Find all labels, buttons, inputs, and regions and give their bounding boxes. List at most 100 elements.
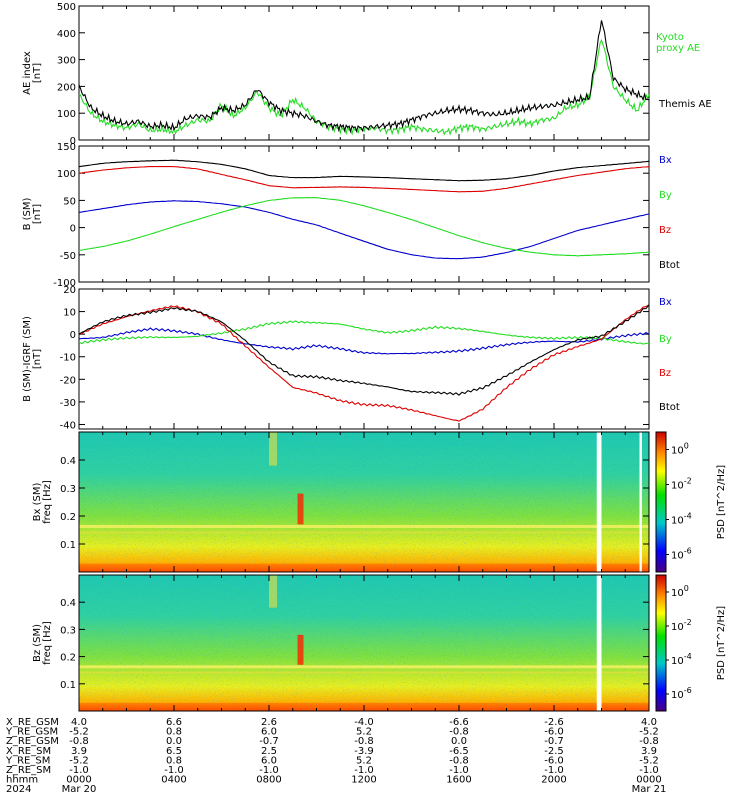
- series-line-bz: [78, 304, 650, 422]
- x-axis-value: -6.0: [544, 755, 564, 766]
- legend-item-bz: Bz: [659, 368, 671, 379]
- series-line-bx: [78, 200, 650, 260]
- y-tick-label: 500: [57, 2, 76, 13]
- spectrogram-noise: [79, 432, 649, 572]
- y-axis-label: B (SM)-IGRF (SM) [nT]: [22, 316, 43, 402]
- x-axis-value: -5.2: [69, 755, 89, 766]
- x-axis-value: Mar 20: [62, 784, 97, 795]
- x-axis-value: -5.2: [639, 755, 659, 766]
- x-axis-value: -1.0: [69, 765, 89, 776]
- x-axis-row-label: hhmm: [6, 775, 38, 786]
- y-axis-label: Bz (SM) freq [Hz]: [32, 621, 53, 665]
- data-gap: [639, 432, 642, 572]
- y-tick-label: 150: [57, 142, 76, 153]
- series-line-by: [78, 197, 650, 257]
- x-axis-value: 5.2: [356, 727, 372, 738]
- y-tick-label: 100: [57, 169, 76, 180]
- y-axis-label: Bx (SM) freq [Hz]: [32, 480, 53, 524]
- wave-burst: [297, 634, 304, 665]
- x-axis-value: 0.8: [166, 727, 182, 738]
- x-axis-row-label: Y_RE_GSM: [5, 727, 58, 738]
- x-axis-row-label: Z_RE_GSM: [6, 736, 59, 747]
- panel-bx_spectrogram: 0.1 0.2 0.3 0.4 100 10-2 10-4 10-6 PSD [nT^2/Hz]: [60, 431, 727, 573]
- series-line-bz: [78, 165, 650, 193]
- x-ticks: [78, 432, 650, 572]
- x-axis-value: 4.0: [71, 717, 87, 728]
- y-tick-label: 20: [63, 285, 76, 296]
- x-axis-value: 5.2: [356, 755, 372, 766]
- legend-item-themis-ae: Themis AE: [658, 99, 712, 110]
- y-tick-label: 0.1: [60, 680, 76, 691]
- x-axis-value: 2.6: [261, 717, 277, 728]
- legend-item-btot: Btot: [659, 260, 680, 271]
- y-axis-unit: [nT]: [32, 204, 43, 224]
- data-gap: [596, 575, 602, 711]
- y-tick-label: 0.2: [60, 512, 76, 523]
- x-axis-value: -0.7: [259, 736, 279, 747]
- colorbar-tick-label: 10-2: [671, 477, 692, 492]
- colorbar-tick-label: 100: [671, 442, 689, 457]
- y-axis-label: B (SM) [nT]: [22, 197, 43, 230]
- panel-b_minus_igrf: -40 -30 -20 -10 0 10 20: [60, 285, 650, 431]
- colorbar-tick-label: 10-4: [671, 512, 692, 527]
- data-gap: [596, 432, 602, 572]
- x-axis-value: -0.8: [449, 727, 469, 738]
- x-axis-value: 0400: [161, 775, 186, 786]
- y-axis-title: AE index: [22, 51, 33, 95]
- spectrogram-noise: [79, 575, 649, 711]
- y-tick-label: 0.3: [60, 484, 76, 495]
- spectral-band: [79, 665, 649, 669]
- series-line-themis-ae: [78, 20, 650, 134]
- y-tick-label: 0: [70, 330, 76, 341]
- x-axis-value: -0.7: [544, 736, 564, 747]
- broadband-burst: [269, 432, 277, 466]
- colorbar: [655, 431, 667, 573]
- y-tick-label: 100: [57, 109, 76, 120]
- x-axis-value: 1200: [351, 775, 376, 786]
- panel-ae: 0 100 200 300 400 500: [57, 2, 650, 147]
- x-axis-value: -0.8: [69, 736, 89, 747]
- x-axis-value: 0.0: [166, 736, 182, 747]
- panel-bz_spectrogram: 0.1 0.2 0.3 0.4 100 10-2 10-4 10-6 PSD [nT^2/Hz]: [60, 574, 727, 712]
- y-axis-unit: [nT]: [32, 63, 43, 83]
- x-axis-value: -0.8: [449, 755, 469, 766]
- x-axis-value: -0.8: [354, 736, 374, 747]
- series-line-btot: [78, 304, 650, 396]
- x-axis-value: 0800: [256, 775, 281, 786]
- series-line-by: [78, 320, 650, 345]
- spectral-band: [79, 524, 649, 528]
- x-axis-value: 3.9: [71, 746, 87, 757]
- legend-item-by: By: [659, 190, 672, 201]
- x-axis-value: Mar 21: [632, 784, 667, 795]
- x-axis-value: -6.5: [449, 746, 469, 757]
- legend-item-btot: Btot: [659, 402, 680, 413]
- x-axis-value: -5.2: [69, 727, 89, 738]
- x-axis-row-label: X_RE_SM: [6, 746, 51, 757]
- y-tick-label: 300: [57, 56, 76, 67]
- series-line-btot: [78, 159, 650, 182]
- y-axis-subtitle: freq [Hz]: [42, 621, 53, 665]
- y-axis-label: AE index [nT]: [22, 51, 43, 95]
- y-tick-label: 0.2: [60, 653, 76, 664]
- legend-b-panel-1: Bx By Bz Btot: [659, 155, 680, 271]
- spectral-band: [79, 671, 649, 674]
- y-tick-label: -30: [60, 398, 76, 409]
- y-tick-label: -40: [60, 420, 76, 431]
- colorbar-tick-label: 100: [671, 584, 689, 599]
- x-axis-value: -1.0: [164, 765, 184, 776]
- y-tick-label: 50: [63, 196, 76, 207]
- y-tick-label: 0: [70, 136, 76, 147]
- x-axis-value: -4.0: [354, 717, 374, 728]
- y-axis-title: Bx (SM): [32, 483, 43, 522]
- legend-item-bx: Bx: [659, 297, 672, 308]
- y-tick-label: -100: [53, 278, 76, 289]
- x-axis-value: 2.5: [261, 746, 277, 757]
- y-tick-label: 200: [57, 82, 76, 93]
- y-tick-label: 0: [70, 224, 76, 235]
- legend-item-bz: Bz: [659, 225, 671, 236]
- legend-b-panel-2: Bx By Bz Btot: [659, 297, 680, 413]
- spectral-band: [79, 531, 649, 534]
- legend-item-bx: Bx: [659, 155, 672, 166]
- x-axis-value: 0.0: [451, 736, 467, 747]
- wave-burst: [297, 493, 304, 525]
